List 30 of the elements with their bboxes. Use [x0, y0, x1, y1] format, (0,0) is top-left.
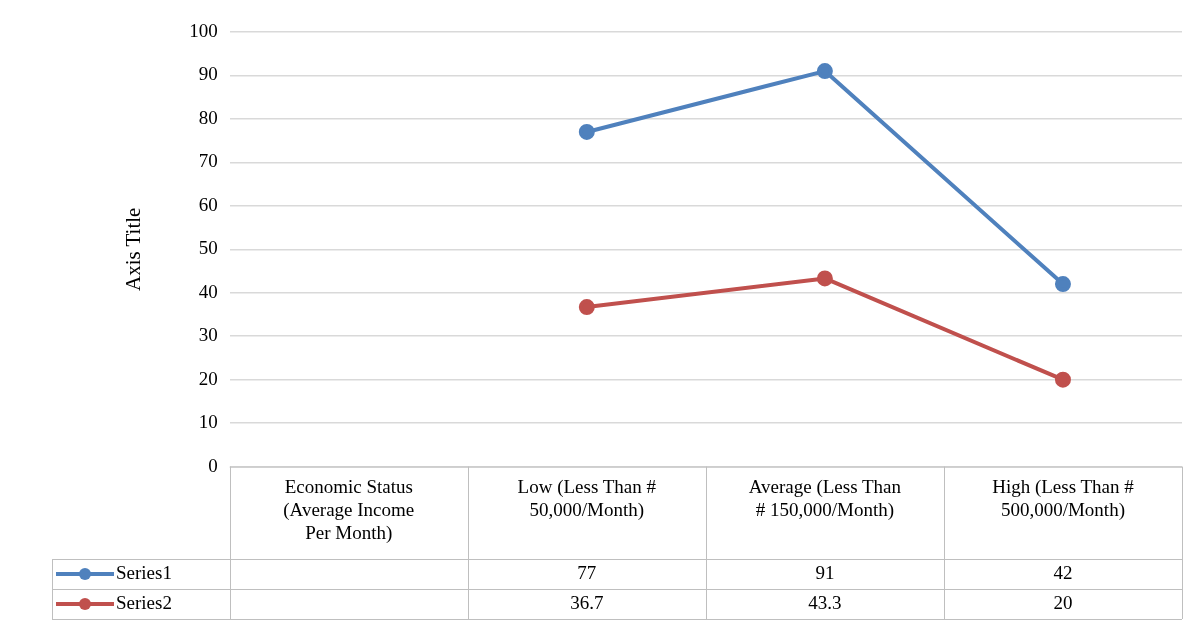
x-tick-label: Economic Status (Average Income Per Month)	[283, 475, 415, 544]
data-label: 43.3	[808, 591, 842, 613]
y-tick-label: 50	[198, 237, 218, 259]
y-tick-label: 0	[208, 454, 218, 476]
legend-label: Series2	[116, 591, 172, 613]
y-tick-label: 30	[198, 324, 218, 346]
legend-label: Series1	[116, 561, 172, 583]
data-label: 36.7	[570, 591, 604, 613]
y-tick-label: 100	[189, 19, 218, 41]
y-tick-label: 20	[198, 367, 218, 389]
y-tick-label: 60	[198, 193, 218, 215]
y-tick-label: 10	[198, 411, 218, 433]
point	[816, 270, 833, 287]
point	[578, 299, 595, 316]
point	[816, 63, 833, 80]
data-label: 91	[815, 561, 835, 583]
point	[1054, 371, 1071, 388]
x-tick-label: Low (Less Than # 50,000/Month)	[517, 475, 657, 521]
data-label: 42	[1053, 561, 1073, 583]
data-label: 77	[577, 561, 597, 583]
x-tick-label: Average (Less Than # 150,000/Month)	[748, 475, 902, 521]
y-tick-label: 40	[198, 280, 218, 302]
y-tick-label: 90	[198, 63, 218, 85]
y-tick-label: 80	[198, 106, 218, 128]
point	[1054, 276, 1071, 293]
x-tick-label: High (Less Than # 500,000/Month)	[992, 475, 1135, 521]
point	[578, 123, 595, 140]
y-tick-label: 70	[198, 150, 218, 172]
data-label: 20	[1053, 591, 1073, 613]
y-axis-title: Axis Title	[121, 207, 146, 292]
